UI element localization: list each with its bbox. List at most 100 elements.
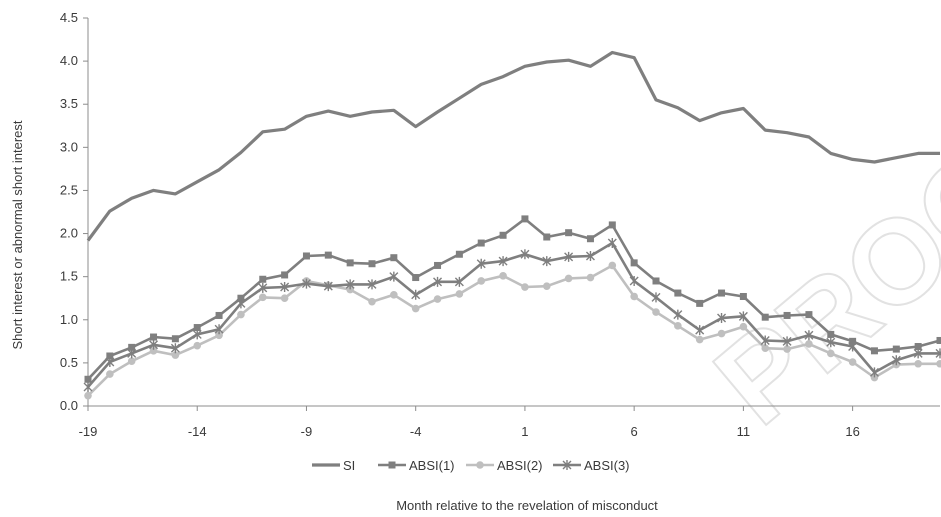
data-point <box>718 289 726 297</box>
data-point <box>739 292 747 300</box>
data-point <box>434 261 442 269</box>
data-point <box>83 382 93 393</box>
data-point <box>783 311 791 319</box>
data-point <box>105 357 115 368</box>
data-point <box>936 359 941 368</box>
data-point <box>106 352 114 360</box>
y-tick-label: 2.0 <box>60 226 78 241</box>
series-line <box>87 264 940 397</box>
data-point <box>324 251 332 259</box>
data-point <box>258 282 268 293</box>
data-point <box>214 324 224 335</box>
data-point <box>149 339 159 350</box>
y-tick-label: 3.0 <box>60 139 78 154</box>
y-tick-label: 3.5 <box>60 96 78 111</box>
legend: SI ABSI(1) ABSI(2) ABSI(3) <box>312 458 630 473</box>
data-point <box>237 310 245 319</box>
data-point <box>237 294 245 302</box>
data-point <box>454 276 464 287</box>
data-point <box>543 233 551 241</box>
data-point <box>607 238 617 249</box>
data-point <box>826 337 836 348</box>
data-point <box>804 330 814 341</box>
data-point <box>171 335 179 343</box>
data-point <box>564 274 573 283</box>
legend-label: SI <box>343 458 355 473</box>
legend-item: ABSI(1) <box>378 458 455 473</box>
data-point <box>805 311 813 319</box>
data-point <box>323 281 333 292</box>
data-point <box>455 250 463 258</box>
legend-item: ABSI(3) <box>553 458 630 473</box>
data-point <box>652 277 660 285</box>
data-point <box>914 359 922 368</box>
x-tick-label: 16 <box>845 424 859 439</box>
data-point <box>761 344 770 353</box>
data-point <box>149 347 158 355</box>
data-point <box>433 295 442 303</box>
data-point <box>390 254 398 262</box>
data-point <box>84 375 92 383</box>
data-point <box>150 333 158 341</box>
data-point <box>761 313 769 321</box>
data-point <box>193 341 202 350</box>
data-point <box>367 279 377 290</box>
data-point <box>127 348 137 359</box>
data-point <box>738 311 748 322</box>
data-point <box>848 341 858 352</box>
data-point <box>520 249 530 260</box>
data-point <box>302 252 310 260</box>
data-point <box>630 259 638 267</box>
legend-label: ABSI(1) <box>409 458 455 473</box>
y-axis-label: Short interest or abnormal short interes… <box>10 120 25 349</box>
data-point <box>827 330 835 338</box>
data-point <box>192 329 202 340</box>
data-point <box>477 239 485 247</box>
x-tick-label: 11 <box>737 424 751 439</box>
data-point <box>259 275 267 283</box>
data-point <box>390 290 398 299</box>
data-point <box>498 256 508 267</box>
data-point <box>411 304 420 313</box>
data-point <box>193 324 201 332</box>
data-point <box>565 229 573 237</box>
data-point <box>346 259 354 267</box>
data-point <box>630 292 638 301</box>
data-point <box>782 336 792 347</box>
data-point <box>542 282 551 290</box>
data-point <box>389 271 399 282</box>
data-point <box>585 250 595 261</box>
data-point <box>608 221 616 229</box>
data-point <box>562 460 572 470</box>
watermark: PROOF <box>691 73 941 450</box>
data-point <box>869 367 879 378</box>
x-tick-label: 6 <box>631 424 638 439</box>
data-point <box>281 271 289 279</box>
series-absi-3 <box>83 238 941 393</box>
data-point <box>805 340 813 348</box>
data-point <box>476 461 484 469</box>
x-tick-label: -19 <box>79 424 98 439</box>
data-point <box>935 348 941 359</box>
data-point <box>477 277 486 285</box>
data-point <box>870 347 878 355</box>
data-point <box>170 343 180 354</box>
data-point <box>629 275 639 286</box>
data-point <box>280 294 289 303</box>
data-point <box>651 292 661 303</box>
legend-item: SI <box>312 458 355 473</box>
data-point <box>521 283 529 291</box>
data-point <box>280 282 290 293</box>
data-point <box>127 357 136 365</box>
data-point <box>215 311 223 319</box>
axes: 0.0 0.5 1.0 1.5 2.0 2.5 3.0 3.5 4.0 4.5 -19 -14 -9 -4… <box>60 10 940 439</box>
data-point <box>586 273 595 282</box>
data-point <box>388 461 396 469</box>
data-point <box>499 272 507 280</box>
data-point <box>412 274 420 282</box>
data-point <box>652 308 660 316</box>
series-layer <box>83 50 941 400</box>
data-point <box>521 215 529 223</box>
data-point <box>695 325 705 336</box>
